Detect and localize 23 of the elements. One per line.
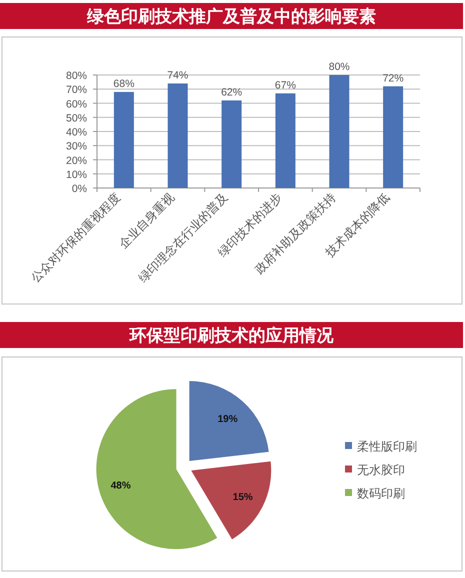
y-tick-label: 40% [66, 126, 87, 138]
data-label: 48% [110, 480, 131, 492]
data-label: 15% [232, 492, 253, 504]
y-tick-label: 60% [66, 98, 87, 110]
data-label: 72% [382, 72, 404, 84]
y-tick-label: 0% [72, 183, 87, 195]
y-tick-label: 10% [66, 168, 87, 181]
data-label: 80% [328, 61, 350, 73]
legend-label: 柔性版印刷 [357, 440, 417, 454]
title: 环保型印刷技术的应用情况 [130, 326, 334, 345]
y-tick-label: 30% [66, 140, 87, 153]
data-label: 62% [221, 86, 242, 98]
y-tick-label: 50% [66, 112, 87, 124]
data-label: 68% [113, 78, 134, 90]
title: 绿色印刷技术推广及普及中的影响要素 [87, 7, 376, 26]
y-tick-label: 70% [66, 84, 87, 96]
data-label: 74% [167, 69, 188, 82]
data-label: 19% [218, 414, 238, 426]
y-tick-label: 20% [66, 154, 87, 167]
data-label: 67% [274, 79, 296, 92]
legend-label: 无水胶印 [357, 463, 405, 477]
y-tick-label: 80% [66, 70, 87, 82]
legend-label: 数码印刷 [357, 486, 405, 500]
